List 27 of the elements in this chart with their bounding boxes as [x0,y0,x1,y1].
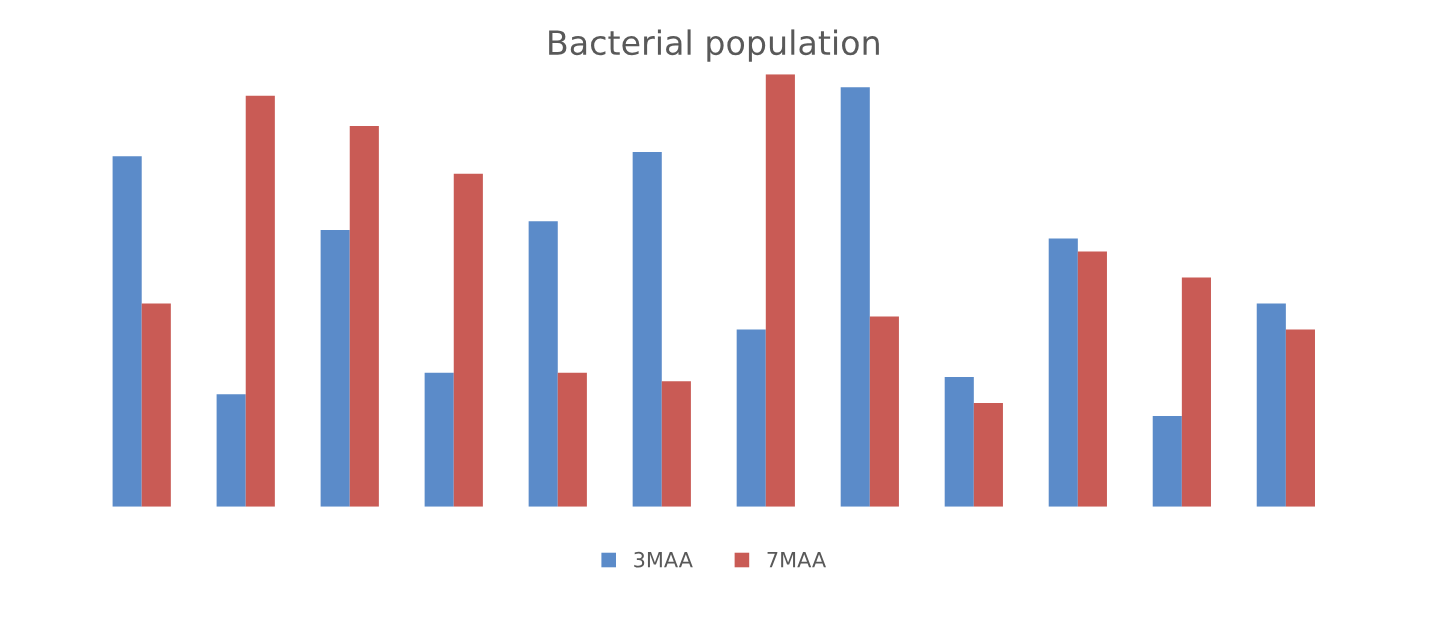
chart-title: Bacterial population [549,29,879,62]
bar [216,394,246,507]
bar [349,126,379,507]
bar [528,221,558,507]
bar [1152,415,1182,507]
bar [765,74,795,507]
bar [557,372,587,507]
bar [1256,303,1286,507]
bar [1285,329,1315,507]
bar [245,95,275,507]
bar [1077,251,1107,507]
bar [141,303,171,507]
bar [632,152,662,507]
bar [736,329,766,507]
bar [869,316,899,507]
bar [840,87,870,507]
bar [453,173,483,507]
bar [944,376,974,507]
legend-label: 3MAA [634,551,693,568]
bar [1181,277,1211,507]
bar [661,381,691,507]
bar [112,156,142,507]
legend-label: 7MAA [767,552,827,568]
bar [424,372,454,507]
bar [320,229,350,507]
bar [1048,238,1078,507]
bar [973,402,1003,507]
